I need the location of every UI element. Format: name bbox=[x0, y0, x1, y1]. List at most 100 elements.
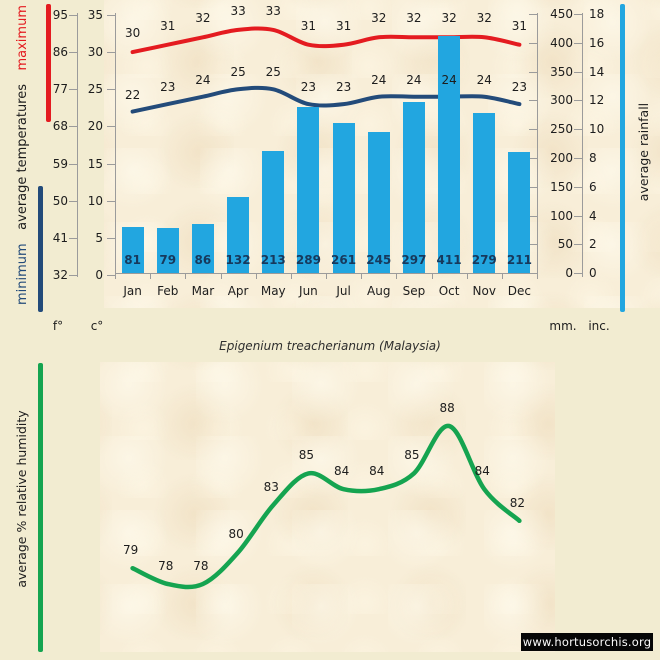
inch-tick-mark bbox=[574, 71, 582, 73]
celsius-tick-mark bbox=[107, 275, 115, 276]
mm-tick-mark bbox=[529, 244, 537, 246]
celsius-tick-label: 25 bbox=[87, 82, 103, 97]
inch-tick-label: 2 bbox=[589, 237, 597, 252]
bar-value-label: 261 bbox=[331, 253, 357, 267]
max-temp-label: 33 bbox=[265, 3, 281, 18]
min-temp-label: 24 bbox=[441, 72, 457, 87]
min-temp-label: 23 bbox=[300, 80, 317, 95]
celsius-tick-label: 5 bbox=[95, 230, 103, 245]
humidity-line-swatch bbox=[38, 363, 43, 652]
humidity-value-label: 85 bbox=[404, 448, 420, 463]
fahrenheit-tick-mark bbox=[69, 126, 77, 128]
celsius-tick-mark bbox=[107, 163, 115, 165]
humidity-value-label: 84 bbox=[369, 464, 385, 479]
inch-tick-mark bbox=[574, 273, 582, 275]
max-temp-label: 31 bbox=[511, 18, 528, 33]
max-temp-label: 31 bbox=[335, 18, 352, 33]
celsius-tick-label: 30 bbox=[87, 45, 103, 60]
mm-tick-mark bbox=[529, 100, 537, 102]
fahrenheit-tick-mark bbox=[69, 15, 77, 16]
month-label-nov: Nov bbox=[472, 284, 496, 298]
celsius-tick-mark bbox=[107, 52, 115, 54]
average-rainfall-label: average rainfall bbox=[635, 102, 651, 202]
bar-value-label: 211 bbox=[506, 253, 532, 267]
inches-unit-label: inc. bbox=[588, 319, 610, 333]
min-temp-label: 24 bbox=[406, 72, 422, 87]
maximum-line-swatch bbox=[46, 4, 51, 122]
fahrenheit-axis-line bbox=[77, 13, 78, 277]
humidity-value-label: 82 bbox=[509, 495, 526, 510]
month-axis-tick bbox=[290, 273, 292, 279]
humidity-value-label: 84 bbox=[474, 464, 490, 479]
legend-minimum-label: minimum bbox=[14, 243, 30, 305]
month-label-oct: Oct bbox=[438, 284, 460, 298]
inch-tick-mark bbox=[574, 186, 582, 188]
fahrenheit-tick-label: 95 bbox=[52, 8, 68, 22]
bar-value-label: 289 bbox=[295, 253, 321, 267]
mm-tick-mark bbox=[529, 186, 537, 188]
mm-tick-label: 150 bbox=[550, 179, 573, 194]
bar-jun bbox=[297, 106, 320, 273]
inch-tick-label: 4 bbox=[589, 208, 597, 223]
celsius-tick-mark bbox=[107, 15, 115, 16]
mm-tick-mark bbox=[529, 158, 537, 160]
fahrenheit-tick-label: 77 bbox=[52, 82, 68, 97]
humidity-value-label: 88 bbox=[439, 401, 455, 415]
fahrenheit-tick-mark bbox=[69, 89, 77, 91]
min-temp-label: 25 bbox=[230, 65, 246, 80]
fahrenheit-tick-label: 68 bbox=[52, 119, 68, 134]
inch-tick-label: 18 bbox=[589, 7, 605, 21]
month-label-sep: Sep bbox=[402, 284, 426, 298]
minimum-line-swatch bbox=[38, 186, 43, 312]
fahrenheit-tick-label: 59 bbox=[52, 156, 68, 171]
bar-value-label: 213 bbox=[260, 253, 286, 267]
average-humidity-label: average % relative humidity bbox=[13, 410, 29, 588]
min-temp-label: 24 bbox=[476, 72, 492, 87]
month-axis-tick bbox=[255, 273, 257, 279]
inch-axis-line bbox=[582, 13, 583, 277]
bar-aug bbox=[367, 132, 390, 273]
mm-tick-mark bbox=[529, 42, 537, 44]
mm-axis-line bbox=[537, 13, 538, 277]
bar-value-label: 79 bbox=[159, 253, 177, 267]
month-axis-tick bbox=[115, 273, 116, 279]
celsius-tick-label: 15 bbox=[87, 156, 103, 171]
inch-tick-label: 6 bbox=[589, 179, 597, 194]
mm-tick-label: 50 bbox=[557, 237, 573, 252]
celsius-tick-label: 35 bbox=[87, 8, 103, 22]
celsius-tick-mark bbox=[107, 89, 115, 91]
legend-maximum-label: maximum bbox=[14, 5, 30, 71]
celsius-tick-mark bbox=[107, 237, 115, 239]
bar-sep bbox=[402, 102, 425, 273]
min-temp-label: 23 bbox=[335, 80, 352, 95]
month-label-mar: Mar bbox=[191, 284, 215, 298]
bar-value-label: 297 bbox=[401, 253, 427, 267]
celsius-tick-label: 20 bbox=[87, 119, 103, 134]
mm-tick-mark bbox=[529, 129, 537, 131]
celsius-axis-line bbox=[115, 13, 116, 277]
fahrenheit-tick-label: 32 bbox=[52, 268, 68, 282]
humidity-value-label: 78 bbox=[193, 559, 209, 573]
fahrenheit-tick-label: 41 bbox=[52, 230, 68, 245]
inch-tick-mark bbox=[574, 158, 582, 160]
bar-jul bbox=[332, 122, 355, 273]
rainfall-line-swatch bbox=[620, 4, 625, 312]
humidity-value-label: 80 bbox=[228, 527, 244, 542]
max-temp-label: 32 bbox=[476, 11, 492, 26]
celsius-tick-label: 0 bbox=[95, 268, 103, 282]
bar-value-label: 411 bbox=[436, 253, 462, 267]
mm-tick-label: 400 bbox=[550, 35, 573, 50]
max-temp-label: 31 bbox=[160, 18, 176, 33]
min-temp-label: 24 bbox=[371, 72, 387, 87]
month-label-feb: Feb bbox=[157, 284, 179, 298]
bottom-chart-panel bbox=[100, 362, 555, 652]
inch-tick-mark bbox=[574, 244, 582, 246]
rainfall-axis-legend: average rainfall bbox=[634, 87, 652, 217]
inch-tick-mark bbox=[574, 14, 582, 15]
max-temp-label: 32 bbox=[371, 11, 387, 26]
humidity-value-label: 78 bbox=[158, 559, 174, 573]
humidity-axis-legend: average % relative humidity bbox=[12, 399, 30, 599]
month-label-may: May bbox=[260, 284, 286, 298]
